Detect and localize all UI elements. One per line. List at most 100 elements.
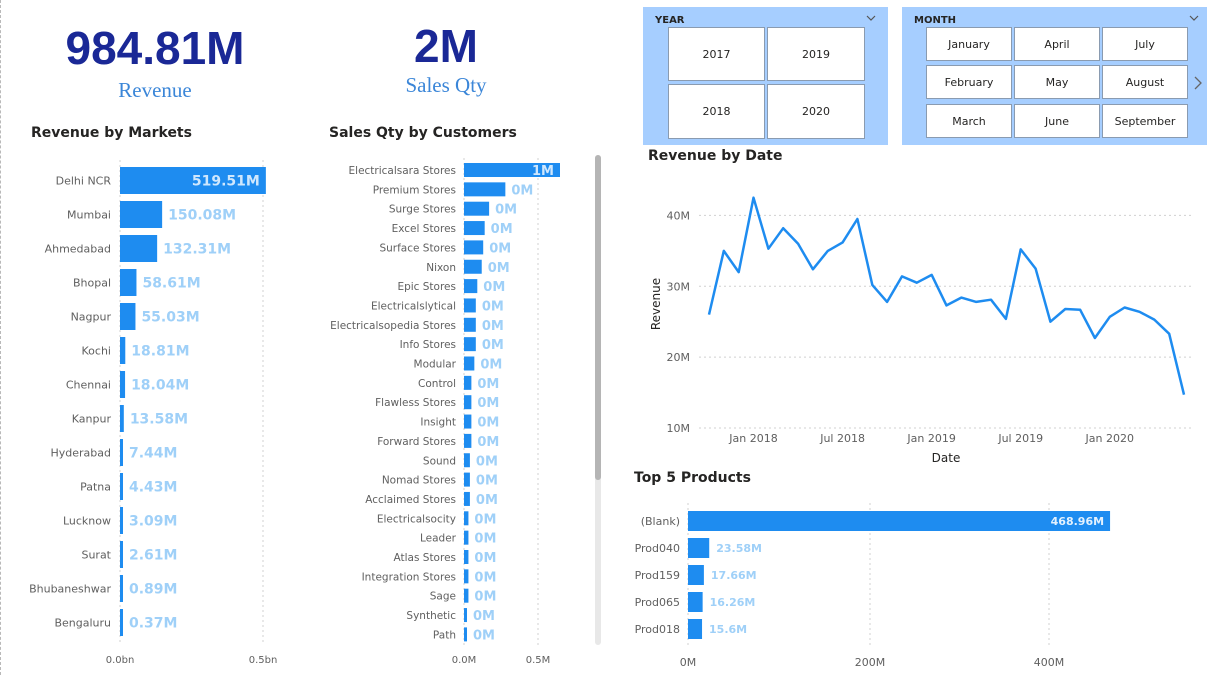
data-label: 1M bbox=[532, 164, 554, 179]
bar bbox=[464, 491, 470, 506]
month-option-august[interactable]: August bbox=[1102, 65, 1188, 99]
chevron-down-icon[interactable] bbox=[865, 13, 877, 23]
scrollbar-thumb[interactable] bbox=[595, 155, 601, 480]
revenue-kpi-value: 984.81M bbox=[65, 22, 245, 74]
category-label: Prod065 bbox=[635, 596, 680, 609]
category-label: Bhopal bbox=[73, 277, 111, 290]
year-option-2019[interactable]: 2019 bbox=[767, 27, 865, 81]
data-label: 0M bbox=[477, 396, 499, 411]
data-label: 150.08M bbox=[168, 208, 236, 224]
bar bbox=[464, 550, 469, 564]
year-slicer: YEAR 2017 2019 2018 2020 bbox=[643, 7, 888, 145]
category-label: Control bbox=[418, 378, 456, 390]
category-label: Integration Stores bbox=[362, 571, 456, 583]
bar bbox=[464, 298, 476, 313]
bar bbox=[120, 201, 163, 228]
data-label: 0M bbox=[476, 454, 498, 469]
bar bbox=[464, 240, 484, 255]
category-label: Prod159 bbox=[635, 569, 680, 582]
data-label: 0M bbox=[473, 609, 495, 624]
chevron-down-icon[interactable] bbox=[1188, 13, 1200, 23]
bar bbox=[120, 235, 158, 262]
bar bbox=[464, 201, 490, 216]
bar bbox=[464, 279, 478, 294]
data-label: 0M bbox=[483, 280, 505, 295]
data-label: 0.89M bbox=[129, 582, 177, 598]
revenue-line bbox=[707, 196, 1186, 395]
bar bbox=[120, 303, 136, 330]
date-chart-title: Revenue by Date bbox=[648, 148, 783, 164]
year-option-2017[interactable]: 2017 bbox=[668, 27, 765, 81]
bar bbox=[464, 356, 475, 371]
month-option-may[interactable]: May bbox=[1014, 65, 1100, 99]
data-label: 0M bbox=[491, 222, 513, 237]
x-tick-label: 0.0M bbox=[452, 655, 477, 666]
x-tick-label: 200M bbox=[855, 656, 886, 669]
category-label: Chennai bbox=[66, 379, 111, 392]
x-tick-label: 0.5M bbox=[526, 655, 551, 666]
category-label: Patna bbox=[80, 481, 111, 494]
category-label: Bhubaneshwar bbox=[29, 583, 111, 596]
data-label: 2.61M bbox=[129, 548, 177, 564]
bar bbox=[464, 588, 469, 603]
category-label: Flawless Stores bbox=[375, 397, 456, 409]
data-label: 0M bbox=[489, 241, 511, 256]
data-label: 0M bbox=[474, 570, 496, 585]
bar bbox=[120, 507, 123, 534]
category-label: Leader bbox=[420, 533, 457, 545]
month-option-july[interactable]: July bbox=[1102, 27, 1188, 61]
bar bbox=[688, 592, 703, 612]
x-tick-label: 0.0bn bbox=[106, 655, 135, 666]
category-label: Info Stores bbox=[400, 339, 456, 351]
month-option-june[interactable]: June bbox=[1014, 104, 1100, 138]
data-label: 17.66M bbox=[711, 569, 757, 582]
year-option-2018[interactable]: 2018 bbox=[668, 84, 765, 139]
data-label: 0M bbox=[473, 628, 495, 643]
bar bbox=[464, 472, 470, 487]
year-slicer-title: YEAR bbox=[655, 15, 685, 26]
category-label: Mumbai bbox=[67, 209, 111, 222]
data-label: 468.96M bbox=[1051, 515, 1104, 528]
category-label: Acclaimed Stores bbox=[365, 494, 456, 506]
chevron-right-icon[interactable] bbox=[1192, 75, 1204, 91]
bar bbox=[464, 511, 469, 526]
revenue-by-date-chart: 10M 20M 30M 40M Jan 2018 Jul 2018 Jan 2019 Jul … bbox=[649, 196, 1194, 465]
bar bbox=[464, 608, 467, 623]
month-option-march[interactable]: March bbox=[926, 104, 1012, 138]
revenue-kpi-label: Revenue bbox=[118, 78, 192, 102]
y-tick-label: 40M bbox=[667, 209, 691, 222]
data-label: 0M bbox=[482, 319, 504, 334]
products-chart-title: Top 5 Products bbox=[634, 470, 751, 486]
category-label: Synthetic bbox=[406, 610, 456, 622]
category-label: Nixon bbox=[426, 262, 456, 274]
month-option-february[interactable]: February bbox=[926, 65, 1012, 99]
bar bbox=[464, 337, 476, 352]
category-label: Modular bbox=[414, 359, 457, 371]
bar bbox=[464, 395, 472, 410]
month-option-april[interactable]: April bbox=[1014, 27, 1100, 61]
category-label: Ahmedabad bbox=[45, 243, 111, 256]
data-label: 0M bbox=[474, 551, 496, 566]
bar bbox=[464, 221, 485, 236]
bar bbox=[688, 619, 703, 639]
category-label: Surat bbox=[81, 549, 111, 562]
markets-chart-title: Revenue by Markets bbox=[31, 125, 192, 141]
category-label: Nomad Stores bbox=[382, 475, 456, 487]
data-label: 23.58M bbox=[716, 542, 762, 555]
month-option-september[interactable]: September bbox=[1102, 104, 1188, 138]
month-option-january[interactable]: January bbox=[926, 27, 1012, 61]
data-label: 0M bbox=[477, 377, 499, 392]
data-label: 519.51M bbox=[192, 174, 260, 190]
data-label: 0M bbox=[495, 203, 517, 218]
year-option-2020[interactable]: 2020 bbox=[767, 84, 865, 139]
category-label: Electricalsopedia Stores bbox=[330, 320, 456, 332]
category-label: Kanpur bbox=[72, 413, 112, 426]
bar bbox=[464, 182, 506, 197]
data-label: 55.03M bbox=[141, 310, 199, 326]
category-label: Electricalslytical bbox=[371, 300, 456, 312]
bar bbox=[120, 405, 124, 432]
bar bbox=[120, 473, 123, 500]
category-label: Electricalsara Stores bbox=[349, 165, 456, 177]
category-label: Excel Stores bbox=[392, 223, 456, 235]
